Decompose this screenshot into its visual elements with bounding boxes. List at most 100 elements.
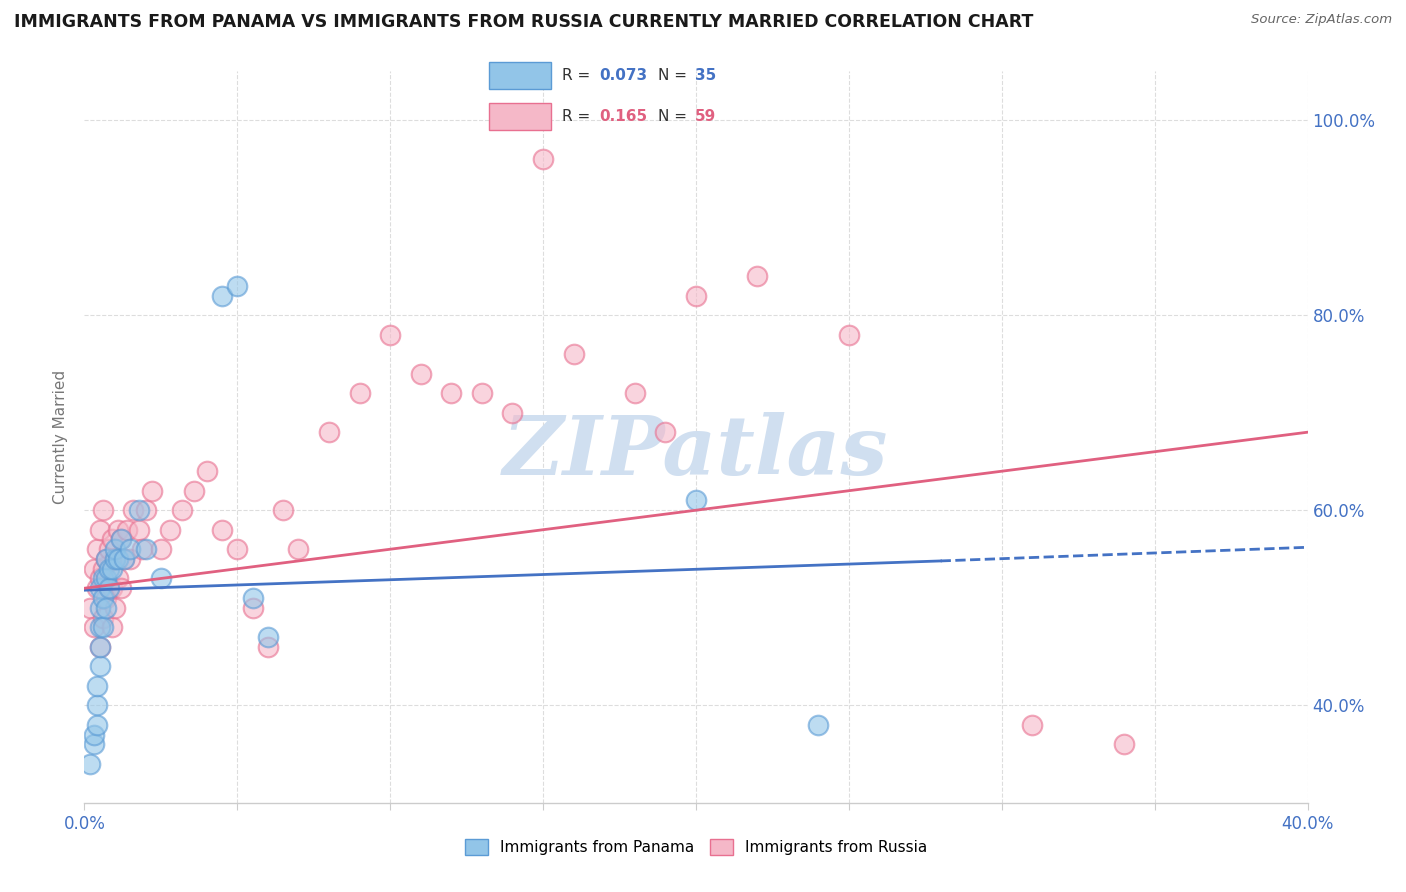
Point: [409, 367, 432, 381]
Point: [89, 572, 111, 586]
Point: [287, 542, 309, 557]
Point: [838, 327, 860, 342]
Point: [271, 503, 294, 517]
Point: [183, 483, 205, 498]
Point: [149, 572, 172, 586]
Point: [257, 630, 280, 644]
Point: [172, 503, 194, 517]
Point: [89, 640, 111, 654]
Point: [86, 718, 108, 732]
Point: [97, 562, 120, 576]
Point: [195, 464, 218, 478]
Point: [807, 718, 830, 732]
Point: [112, 552, 135, 566]
Text: R =: R =: [562, 109, 596, 124]
Point: [97, 581, 120, 595]
Point: [91, 572, 114, 586]
Point: [97, 581, 120, 595]
Text: N =: N =: [658, 109, 692, 124]
Point: [122, 503, 145, 517]
Point: [101, 533, 124, 547]
Point: [149, 542, 172, 557]
Point: [159, 523, 181, 537]
Point: [654, 425, 676, 440]
FancyBboxPatch shape: [489, 62, 551, 89]
Point: [107, 572, 129, 586]
Point: [242, 600, 264, 615]
Point: [101, 620, 124, 634]
Point: [112, 552, 135, 566]
Point: [226, 542, 249, 557]
Point: [89, 659, 111, 673]
Point: [91, 610, 114, 624]
Point: [226, 279, 249, 293]
Point: [531, 152, 554, 166]
Point: [104, 552, 127, 566]
Point: [120, 542, 142, 557]
Point: [89, 600, 111, 615]
Point: [624, 386, 647, 401]
Text: IMMIGRANTS FROM PANAMA VS IMMIGRANTS FROM RUSSIA CURRENTLY MARRIED CORRELATION C: IMMIGRANTS FROM PANAMA VS IMMIGRANTS FRO…: [14, 13, 1033, 31]
Point: [91, 591, 114, 605]
Text: R =: R =: [562, 68, 596, 83]
Y-axis label: Currently Married: Currently Married: [53, 370, 69, 504]
Point: [1021, 718, 1043, 732]
Point: [94, 552, 117, 566]
Point: [685, 493, 707, 508]
Point: [86, 581, 108, 595]
Point: [104, 552, 127, 566]
Point: [120, 552, 142, 566]
Text: 0.165: 0.165: [599, 109, 647, 124]
Text: Source: ZipAtlas.com: Source: ZipAtlas.com: [1251, 13, 1392, 27]
Point: [79, 600, 101, 615]
Point: [349, 386, 371, 401]
Point: [380, 327, 402, 342]
Point: [83, 727, 105, 741]
Legend: Immigrants from Panama, Immigrants from Russia: Immigrants from Panama, Immigrants from …: [458, 833, 934, 861]
Point: [86, 542, 108, 557]
Point: [91, 503, 114, 517]
Point: [83, 737, 105, 751]
Text: 59: 59: [695, 109, 716, 124]
Point: [97, 542, 120, 557]
Point: [440, 386, 463, 401]
Point: [91, 562, 114, 576]
Point: [89, 640, 111, 654]
Text: ZIPatlas: ZIPatlas: [503, 412, 889, 491]
Point: [107, 523, 129, 537]
Point: [79, 756, 101, 771]
Point: [747, 269, 769, 284]
Point: [94, 591, 117, 605]
Point: [94, 600, 117, 615]
Point: [110, 581, 132, 595]
Point: [86, 679, 108, 693]
Point: [502, 406, 524, 420]
Point: [562, 347, 585, 361]
Point: [318, 425, 340, 440]
FancyBboxPatch shape: [489, 103, 551, 130]
Point: [83, 562, 105, 576]
Text: 35: 35: [695, 68, 716, 83]
Point: [242, 591, 264, 605]
Point: [86, 698, 108, 713]
Point: [89, 620, 111, 634]
Text: 0.073: 0.073: [599, 68, 647, 83]
Point: [115, 523, 138, 537]
Point: [94, 572, 117, 586]
Point: [211, 523, 233, 537]
Point: [83, 620, 105, 634]
Point: [257, 640, 280, 654]
Point: [128, 503, 150, 517]
Point: [101, 562, 124, 576]
Point: [104, 542, 127, 557]
Point: [89, 523, 111, 537]
Point: [107, 552, 129, 566]
Point: [89, 581, 111, 595]
Point: [91, 620, 114, 634]
Point: [128, 523, 150, 537]
Point: [135, 542, 157, 557]
Text: N =: N =: [658, 68, 692, 83]
Point: [131, 542, 153, 557]
Point: [211, 288, 233, 302]
Point: [104, 600, 127, 615]
